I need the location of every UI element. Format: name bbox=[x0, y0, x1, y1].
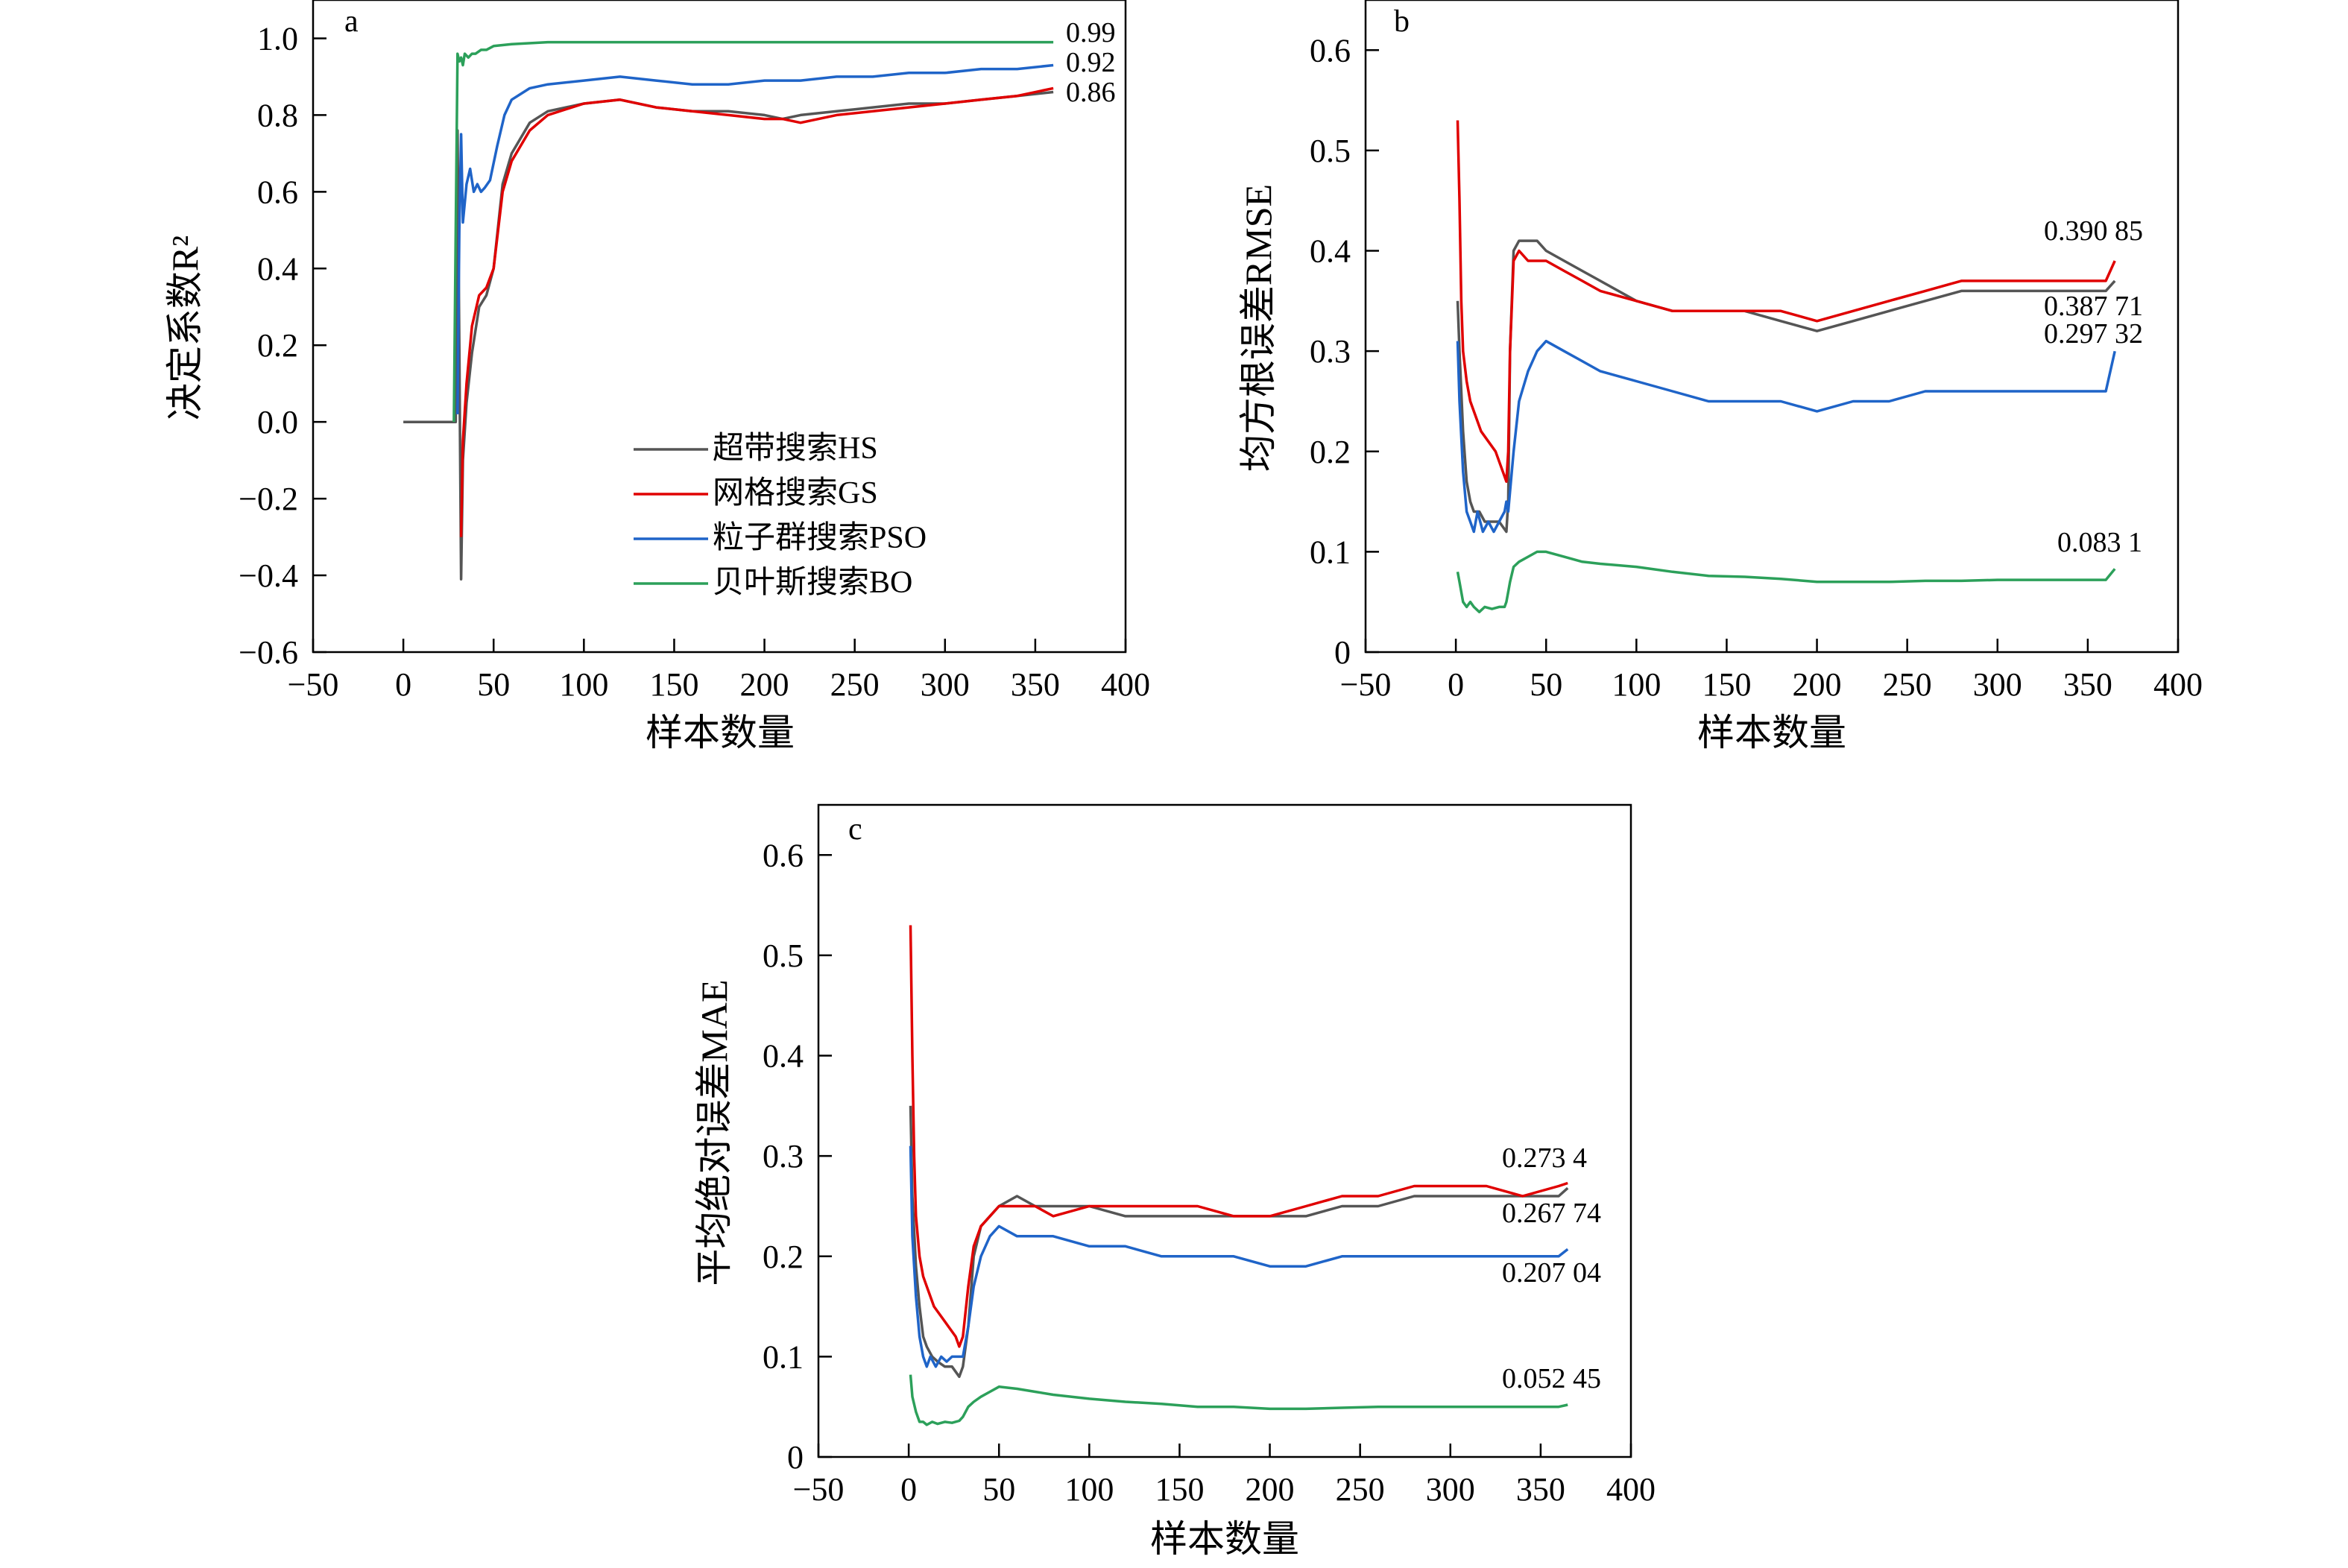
x-tick-label: 100 bbox=[1612, 666, 1661, 703]
x-tick-label: 100 bbox=[1064, 1471, 1114, 1508]
y-tick-label: −0.6 bbox=[239, 634, 298, 671]
x-tick-label: 400 bbox=[1606, 1471, 1656, 1508]
x-tick-label: 50 bbox=[1530, 666, 1562, 703]
chart-panel-b: −50 0 50 100 150 200 250 300 350 40000.10.20.30.4… bbox=[1237, 0, 2203, 753]
y-tick-label: 0.3 bbox=[763, 1138, 804, 1175]
y-tick-label: 0.0 bbox=[257, 404, 298, 440]
y-tick-label: 0.3 bbox=[1310, 333, 1351, 370]
x-tick-label: 0 bbox=[395, 666, 411, 703]
y-tick-label: 0 bbox=[1334, 634, 1351, 671]
y-tick-label: 0.6 bbox=[763, 837, 804, 873]
x-axis-title: 样本数量 bbox=[1697, 712, 1846, 753]
x-tick-label: 350 bbox=[1011, 666, 1060, 703]
y-tick-label: 0.5 bbox=[763, 938, 804, 974]
chart-panel-c: −50 0 50 100 150 200 250 300 350 40000.10.20.30.4… bbox=[693, 803, 1656, 1560]
series-line-c-0 bbox=[909, 1105, 1569, 1379]
x-tick-label: 250 bbox=[830, 666, 880, 703]
x-tick-label: 200 bbox=[740, 666, 789, 703]
series-line-c-1 bbox=[909, 925, 1568, 1348]
series-line-a-1 bbox=[459, 86, 1054, 537]
y-tick-label: 0.1 bbox=[763, 1338, 804, 1375]
panel-label: b bbox=[1394, 4, 1410, 39]
y-tick-label: 0.1 bbox=[1310, 534, 1351, 570]
y-axis-title: 决定系数R² bbox=[164, 235, 206, 420]
x-tick-label: 200 bbox=[1246, 1471, 1295, 1508]
x-tick-label: 350 bbox=[1516, 1471, 1565, 1508]
y-tick-label: 0.2 bbox=[763, 1239, 804, 1275]
x-axis-title: 样本数量 bbox=[646, 712, 795, 753]
y-axis-title: 平均绝对误差MAE bbox=[693, 979, 735, 1286]
x-tick-label: 300 bbox=[921, 666, 970, 703]
legend-label: 贝叶斯搜索BO bbox=[713, 566, 912, 600]
end-value-label: 0.083 1 bbox=[2057, 527, 2142, 558]
series-line-b-1 bbox=[1456, 120, 2116, 483]
chart-panel-a: −50 0 50 100 150 200 250 300 350 400 −0.6 −0.4 −0.2 0… bbox=[164, 0, 1150, 753]
x-tick-label: 0 bbox=[900, 1471, 917, 1508]
end-value-label: 0.207 04 bbox=[1502, 1257, 1601, 1289]
end-value-label: 0.052 45 bbox=[1502, 1363, 1601, 1394]
panel-label: c bbox=[848, 812, 862, 847]
y-tick-label: 0.5 bbox=[1310, 133, 1351, 169]
series-line-a-2 bbox=[456, 63, 1054, 414]
y-tick-label: −0.4 bbox=[239, 557, 298, 594]
series-line-c-2 bbox=[909, 1145, 1569, 1368]
x-tick-label: 350 bbox=[2063, 666, 2112, 703]
y-tick-label: 0.6 bbox=[1310, 32, 1351, 69]
x-tick-label: −50 bbox=[1340, 666, 1392, 703]
end-value-label: 0.267 74 bbox=[1502, 1198, 1601, 1229]
x-tick-label: 100 bbox=[559, 666, 608, 703]
y-tick-label: −0.2 bbox=[239, 481, 298, 517]
x-tick-label: 300 bbox=[1426, 1471, 1475, 1508]
legend-label: 网格搜索GS bbox=[713, 476, 878, 510]
x-axis-title: 样本数量 bbox=[1150, 1518, 1299, 1560]
series-line-b-2 bbox=[1456, 339, 2116, 534]
series-line-b-3 bbox=[1456, 550, 2116, 613]
end-value-label: 0.92 bbox=[1066, 47, 1116, 78]
end-value-label: 0.273 4 bbox=[1502, 1142, 1587, 1174]
y-tick-label: 0.8 bbox=[257, 97, 298, 133]
y-tick-label: 0.6 bbox=[257, 174, 298, 210]
x-tick-label: 400 bbox=[2153, 666, 2203, 703]
y-tick-label: 0.4 bbox=[1310, 233, 1351, 270]
y-tick-label: 0.2 bbox=[1310, 434, 1351, 470]
legend: 超带搜索HS 网格搜索GS 粒子群搜索PSO 贝叶斯搜索BO bbox=[634, 431, 927, 600]
y-tick-label: 0.4 bbox=[257, 250, 298, 287]
panel-label: a bbox=[344, 4, 359, 39]
series-line-b-0 bbox=[1456, 239, 2116, 534]
x-tick-label: −50 bbox=[793, 1471, 845, 1508]
x-tick-label: 150 bbox=[1155, 1471, 1204, 1508]
y-tick-label: 0.2 bbox=[257, 327, 298, 364]
y-tick-label: 1.0 bbox=[257, 20, 298, 57]
x-tick-label: 150 bbox=[649, 666, 698, 703]
x-tick-label: −50 bbox=[288, 666, 339, 703]
series-line-c-3 bbox=[909, 1374, 1568, 1426]
x-tick-label: 200 bbox=[1793, 666, 1842, 703]
series-line-a-3 bbox=[452, 40, 1054, 423]
y-tick-label: 0.4 bbox=[763, 1038, 804, 1075]
end-value-label: 0.297 32 bbox=[2044, 318, 2143, 350]
plot-frame-c bbox=[817, 803, 1632, 1458]
x-tick-label: 50 bbox=[982, 1471, 1015, 1508]
x-tick-label: 250 bbox=[1883, 666, 1932, 703]
x-tick-label: 150 bbox=[1702, 666, 1751, 703]
end-value-label: 0.387 71 bbox=[2044, 291, 2143, 322]
y-axis-title: 均方根误差RMSE bbox=[1237, 184, 1279, 472]
x-tick-label: 400 bbox=[1101, 666, 1150, 703]
legend-label: 超带搜索HS bbox=[713, 431, 878, 466]
x-tick-label: 50 bbox=[477, 666, 510, 703]
end-value-label: 0.99 bbox=[1066, 17, 1116, 48]
legend-label: 粒子群搜索PSO bbox=[713, 521, 927, 555]
x-tick-label: 0 bbox=[1448, 666, 1464, 703]
plot-frame-b bbox=[1364, 0, 2180, 654]
y-tick-label: 0 bbox=[787, 1439, 804, 1476]
plot-frame-a bbox=[312, 0, 1127, 654]
x-tick-label: 300 bbox=[1973, 666, 2022, 703]
x-tick-label: 250 bbox=[1336, 1471, 1385, 1508]
end-value-label: 0.86 bbox=[1066, 77, 1116, 108]
end-value-label: 0.390 85 bbox=[2044, 215, 2143, 247]
